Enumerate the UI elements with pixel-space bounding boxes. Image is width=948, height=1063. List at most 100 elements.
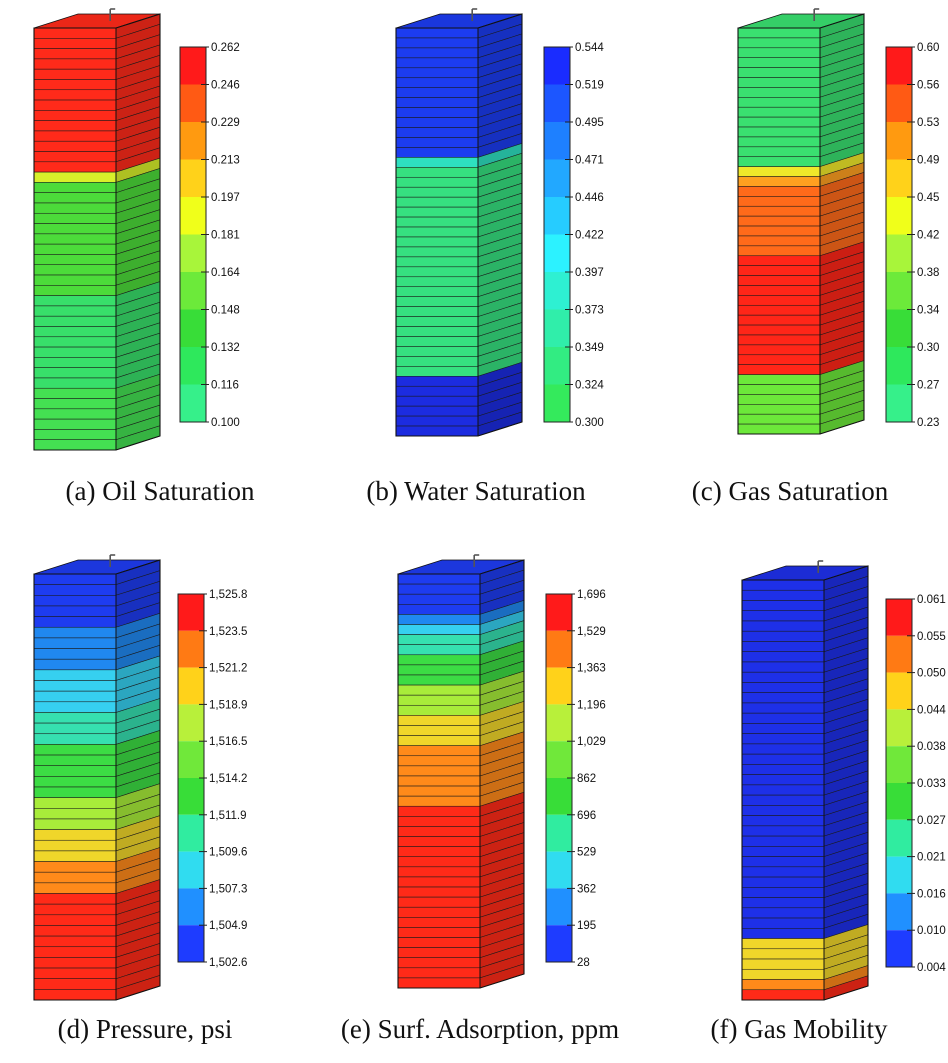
colorbar-tick-label: 0.033 — [917, 778, 946, 790]
grid-layer-front — [33, 978, 117, 990]
colorbar-tick-label: 195 — [577, 920, 596, 932]
colorbar-tick-label: 0.061 — [917, 594, 946, 606]
grid-layer-front — [741, 774, 825, 786]
grid-layer-front — [33, 935, 117, 948]
grid-layer-front — [33, 861, 117, 873]
grid-layer-front — [395, 167, 479, 178]
grid-layer-front — [33, 387, 117, 399]
colorbar-band — [886, 672, 912, 710]
colorbar-tick-label: 0.446 — [575, 192, 604, 204]
colorbar-band — [544, 309, 570, 347]
grid-layer-front — [33, 27, 117, 39]
grid-layer-front — [395, 186, 479, 198]
grid-layer-front — [33, 903, 117, 916]
grid-layer-front — [33, 818, 117, 830]
grid-layer-front — [395, 127, 479, 138]
colorbar-band — [886, 599, 912, 636]
grid-layer-front — [33, 573, 117, 585]
colorbar-tick-label: 1,521.2 — [209, 663, 247, 675]
grid-layer-front — [397, 573, 481, 585]
caption-gas-mobility: (f) Gas Mobility — [710, 1014, 888, 1044]
grid-layer-front — [33, 701, 117, 713]
colorbar-band — [886, 84, 912, 122]
colorbar-tick-label: 362 — [577, 883, 596, 895]
grid-layer-front — [395, 366, 479, 377]
grid-layer-front — [33, 367, 117, 379]
grid-layer-front — [395, 27, 479, 39]
grid-layer-front — [741, 753, 825, 765]
grid-layer-front — [33, 925, 117, 937]
grid-layer-front — [397, 765, 481, 777]
grid-layer-front — [33, 418, 117, 430]
colorbar-band — [180, 272, 206, 310]
colorbar-tick-label: 1,514.2 — [209, 773, 247, 785]
caption-gas-saturation: (c) Gas Saturation — [691, 476, 889, 506]
colorbar-band — [544, 234, 570, 272]
grid-layer-front — [33, 68, 117, 80]
grid-layer-front — [395, 336, 479, 347]
grid-layer-front — [395, 226, 479, 238]
grid-layer-front — [33, 839, 117, 852]
colorbar-tick-label: 0.050 — [917, 668, 946, 680]
colorbar-tick-label: 0.30 — [917, 342, 939, 354]
colorbar-tick-label: 0.262 — [211, 42, 240, 54]
grid-layer-front — [395, 405, 479, 417]
colorbar-panel-6: 0.061 0.055 0.050 0.044 0.038 0.033 0.027 0.021… — [885, 594, 946, 974]
grid-layer-front — [33, 967, 117, 979]
grid-layer-front — [33, 326, 117, 338]
grid-layer-front — [397, 886, 481, 898]
column-panel-1 — [33, 8, 161, 451]
grid-layer-front — [397, 805, 481, 817]
grid-layer-front — [737, 295, 821, 306]
colorbar-tick-label: 0.519 — [575, 80, 604, 92]
colorbar-tick-label: 0.471 — [575, 155, 604, 167]
grid-layer-front — [737, 225, 821, 237]
grid-layer-front — [33, 38, 117, 49]
colorbar-tick-label: 0.49 — [917, 155, 939, 167]
grid-layer-front — [33, 744, 117, 756]
colorbar-band — [178, 594, 204, 631]
colorbar-band — [886, 234, 912, 272]
colorbar-tick-label: 0.324 — [575, 380, 604, 392]
colorbar-band — [180, 347, 206, 385]
colorbar-panel-4: 1,525.8 1,523.5 1,521.2 1,518.9 1,516.5 1,514… — [177, 589, 247, 969]
colorbar-tick-label: 0.544 — [575, 42, 604, 54]
grid-layer-front — [395, 276, 479, 288]
grid-layer-front — [741, 733, 825, 745]
grid-layer-front — [737, 275, 821, 286]
colorbar-tick-label: 0.60 — [917, 42, 939, 54]
grid-layer-front — [33, 871, 117, 884]
grid-layer-front — [397, 957, 481, 969]
grid-layer-front — [741, 958, 825, 970]
colorbar-tick-label: 0.016 — [917, 888, 946, 900]
grid-layer-front — [737, 364, 821, 375]
grid-layer-front — [395, 246, 479, 258]
colorbar-tick-label: 0.010 — [917, 925, 946, 937]
grid-layer-front — [395, 326, 479, 337]
colorbar-tick-label: 0.027 — [917, 815, 946, 827]
grid-layer-front — [741, 917, 825, 929]
colorbar-band — [546, 667, 572, 705]
colorbar-band — [886, 197, 912, 235]
grid-layer-front — [395, 266, 479, 278]
colorbar-tick-label: 0.044 — [917, 704, 946, 716]
grid-layer-front — [397, 684, 481, 696]
grid-layer-front — [397, 725, 481, 736]
grid-layer-front — [741, 610, 825, 622]
colorbar-tick-label: 0.229 — [211, 117, 240, 129]
grid-layer-front — [33, 765, 117, 777]
grid-layer-front — [741, 600, 825, 612]
grid-layer-front — [737, 136, 821, 148]
grid-layer-front — [33, 605, 117, 617]
grid-layer-front — [397, 977, 481, 989]
grid-layer-front — [741, 743, 825, 755]
colorbar-band — [180, 84, 206, 122]
colorbar-tick-label: 1,363 — [577, 663, 606, 675]
colorbar-tick-label: 0.42 — [917, 230, 939, 242]
grid-layer-front — [741, 579, 825, 591]
column-panel-6 — [741, 560, 869, 1001]
grid-layer-front — [395, 306, 479, 317]
colorbar-tick-label: 1,525.8 — [209, 589, 247, 601]
grid-layer-front — [33, 712, 117, 724]
grid-layer-front — [737, 205, 821, 217]
